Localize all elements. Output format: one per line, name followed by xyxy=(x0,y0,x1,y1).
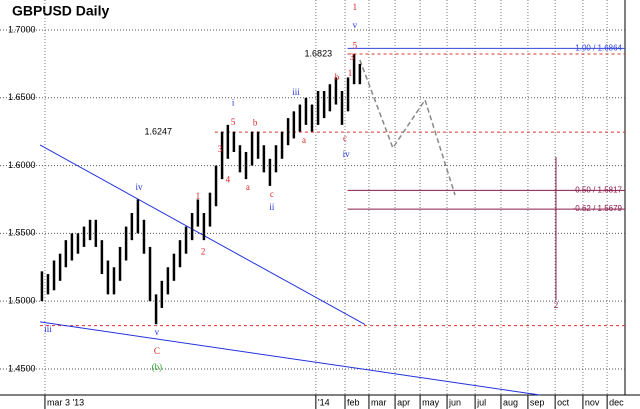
y-tick-label: 1.6000 xyxy=(8,160,36,170)
annotation: 1.6247 xyxy=(144,126,172,136)
annotation: i xyxy=(232,97,235,107)
annotation: C xyxy=(154,346,160,356)
annotation: c xyxy=(343,133,347,143)
y-tick-label: 1.4500 xyxy=(8,363,36,373)
y-tick-label: 1.7000 xyxy=(8,24,36,34)
x-tick-label: nov xyxy=(585,397,600,407)
annotation: ii xyxy=(269,202,275,212)
y-tick-label: 1.6500 xyxy=(8,92,36,102)
x-tick-label: may xyxy=(422,397,440,407)
annotation: 5 xyxy=(231,117,236,127)
annotation: iii xyxy=(44,324,52,334)
annotation: 4 xyxy=(226,175,231,185)
x-tick-label: dec xyxy=(609,397,624,407)
annotation: iv xyxy=(136,182,144,192)
annotation: 1 xyxy=(348,68,353,78)
x-tick-label: jul xyxy=(476,397,486,407)
annotation: iii xyxy=(292,87,300,97)
annotation: 1 xyxy=(353,2,358,12)
x-tick-label: '14 xyxy=(318,397,330,407)
trend-line xyxy=(39,144,366,326)
annotation: 2 xyxy=(554,300,559,310)
y-tick-label: 1.5500 xyxy=(8,228,36,238)
annotation: b xyxy=(253,118,258,128)
trend-line xyxy=(359,59,456,196)
trend-line xyxy=(39,321,541,396)
x-tick-label: feb xyxy=(347,397,360,407)
annotation: 1.6823 xyxy=(305,48,333,58)
x-tick-label: apr xyxy=(397,397,410,407)
x-tick-label: aug xyxy=(503,397,518,407)
annotation: 5 xyxy=(353,40,358,50)
annotation: 3 xyxy=(350,52,355,62)
x-tick-label: mar xyxy=(371,397,387,407)
level-label: 1.00 / 1.6864 xyxy=(575,44,622,53)
x-tick-label: oct xyxy=(557,397,570,407)
y-tick-label: 1.5000 xyxy=(8,296,36,306)
annotation: c xyxy=(270,189,274,199)
annotation: a xyxy=(302,135,306,145)
annotation: 3 xyxy=(218,144,223,154)
annotation: 1 xyxy=(196,191,201,201)
annotation: a xyxy=(246,182,250,192)
x-tick-label: sep xyxy=(530,397,545,407)
x-tick-label: jun xyxy=(448,397,461,407)
x-tick-label: mar 3 '13 xyxy=(47,397,84,407)
annotation: v xyxy=(353,20,358,30)
annotation: v xyxy=(155,327,160,337)
annotation: b xyxy=(335,72,340,82)
annotation: iv xyxy=(343,149,351,159)
annotation: (b) xyxy=(152,362,163,372)
level-label: -0.50 / 1.5817 xyxy=(573,185,623,194)
chart-title: GBPUSD Daily xyxy=(12,3,109,19)
annotation: 2 xyxy=(201,246,206,256)
level-label: -0.62 / 1.5679 xyxy=(573,204,623,213)
